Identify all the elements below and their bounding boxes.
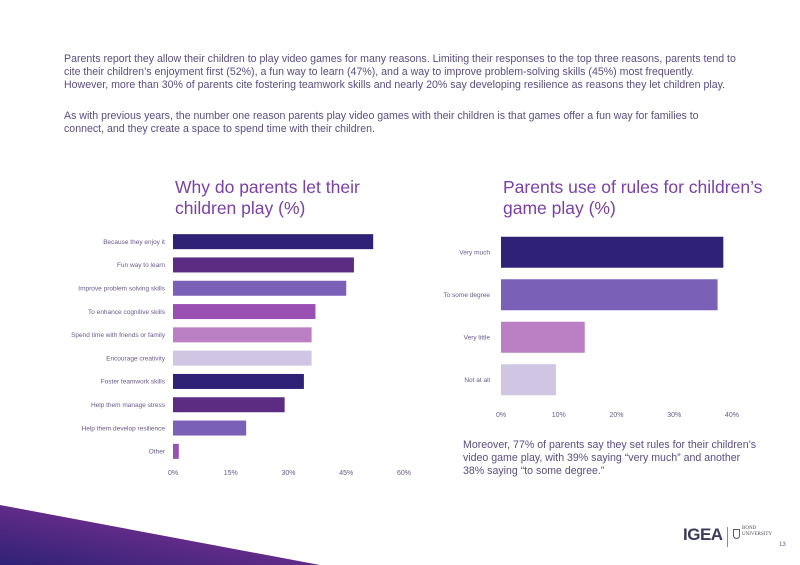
category-label: Encourage creativity (106, 355, 166, 362)
reasons-bar-chart: Because they enjoy it Fun way to learn Imp… (71, 234, 411, 477)
bar-encourage-creativity (173, 350, 312, 366)
category-label: Very little (464, 334, 491, 341)
x-tick-label: 45% (339, 470, 353, 477)
x-tick-label: 10% (552, 412, 566, 419)
bar-help-them-develop-resilience (173, 420, 247, 436)
x-tick-label: 60% (397, 470, 411, 477)
x-tick-label: 40% (725, 412, 739, 419)
bar-to-some-degree (501, 279, 718, 311)
page-number: 13 (779, 542, 786, 548)
intro-paragraph-1: Parents report they allow their children… (64, 53, 736, 91)
category-label: To some degree (443, 292, 490, 299)
bar-because-they-enjoy-it (173, 234, 374, 250)
igea-logo: IGEA (683, 525, 723, 544)
bond-logo-line1: BOND (742, 526, 757, 531)
category-label: Improve problem solving skills (78, 285, 165, 292)
category-label: Foster teamwork skills (101, 379, 166, 386)
bar-not-at-all (501, 364, 556, 396)
bond-crest-icon (733, 529, 740, 539)
x-tick-label: 15% (224, 470, 238, 477)
bar-foster-teamwork-skills (173, 373, 304, 389)
category-label: Help them manage stress (91, 402, 166, 409)
category-label: Because they enjoy it (103, 239, 165, 246)
x-tick-label: 30% (667, 412, 681, 419)
category-label: Fun way to learn (117, 262, 165, 269)
rules-bar-chart: Very much To some degree Very little Not at… (443, 236, 739, 419)
category-label: Other (149, 449, 166, 456)
logo-divider (727, 527, 728, 547)
category-label: Spend time with friends or family (71, 332, 166, 339)
category-label: To enhance cognitive skills (88, 309, 166, 316)
category-label: Help them develop resilience (82, 425, 166, 432)
bar-very-little (501, 321, 585, 353)
bar-spend-time-with-friends-or-family (173, 327, 312, 343)
x-tick-label: 0% (168, 470, 178, 477)
category-label: Very much (459, 249, 490, 256)
rules-note: Moreover, 77% of parents say they set ru… (463, 439, 757, 477)
chart-title-reasons: Why do parents let their children play (… (175, 177, 360, 218)
bar-fun-way-to-learn (173, 257, 354, 273)
chart-title-rules: Parents use of rules for children’s game… (503, 177, 763, 218)
bar-help-them-manage-stress (173, 397, 285, 413)
bar-improve-problem-solving-skills (173, 280, 347, 296)
bar-very-much (501, 236, 724, 268)
x-tick-label: 30% (281, 470, 295, 477)
intro-paragraph-2: As with previous years, the number one r… (64, 110, 699, 135)
bar-to-enhance-cognitive-skills (173, 304, 316, 320)
category-label: Not at all (464, 377, 490, 384)
bar-other (173, 443, 179, 459)
decorative-wedge (0, 505, 320, 565)
bond-logo-line2: UNIVERSITY (742, 532, 772, 537)
x-tick-label: 20% (609, 412, 623, 419)
x-tick-label: 0% (496, 412, 506, 419)
